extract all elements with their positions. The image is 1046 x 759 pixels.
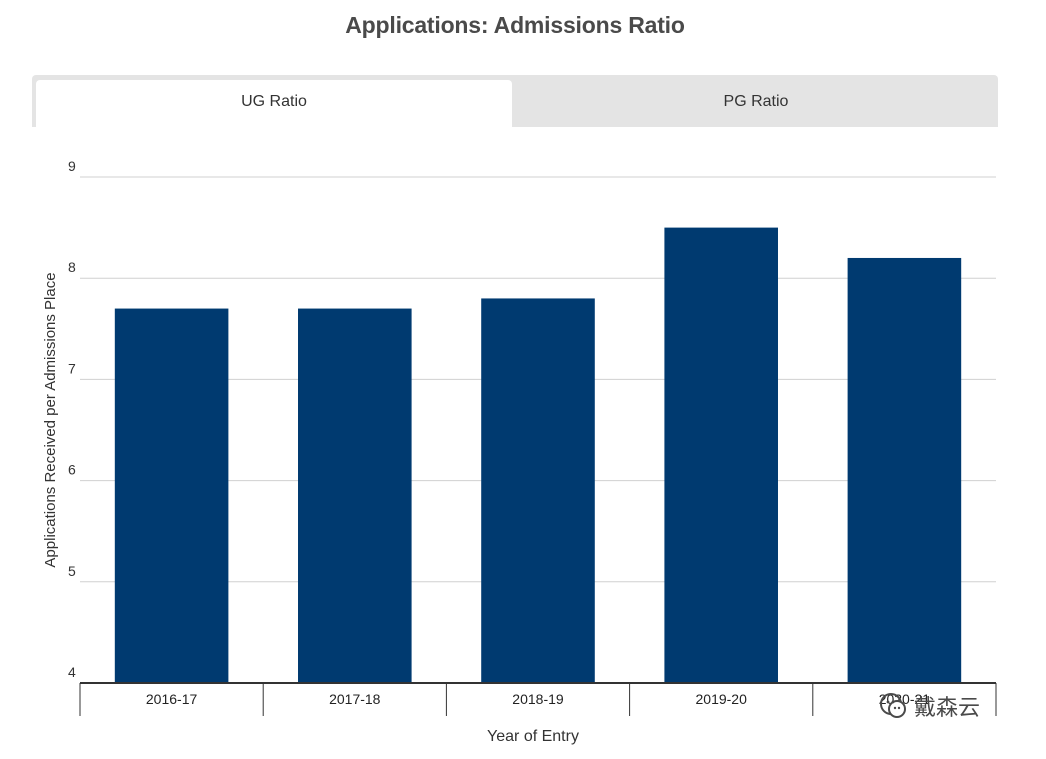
- y-tick-label: 7: [68, 360, 76, 376]
- bar: [481, 298, 595, 683]
- chart-title: Applications: Admissions Ratio: [345, 12, 685, 38]
- chart-area: 4 5 6 7 8 9 2016-17 2017-18 2018-19 2019-20 2020-2…: [0, 127, 1046, 754]
- bar: [298, 308, 412, 683]
- bar: [664, 227, 778, 683]
- y-tick-label: 4: [68, 664, 76, 680]
- tab-ug-ratio[interactable]: UG Ratio: [36, 80, 512, 127]
- x-tick-label: 2016-17: [146, 691, 198, 707]
- watermark-text: 戴森云: [914, 696, 981, 721]
- wechat-icon: [880, 693, 906, 718]
- bar: [114, 308, 229, 683]
- x-tick-label: 2018-19: [512, 691, 564, 707]
- y-tick-label: 9: [68, 158, 76, 174]
- bar: [847, 257, 962, 683]
- y-tick-label: 8: [68, 259, 76, 275]
- x-tick-label: 2017-18: [329, 691, 381, 707]
- y-tick-label: 6: [68, 462, 76, 478]
- x-tick-label: 2019-20: [696, 691, 748, 707]
- ratio-tab-bar: UG Ratio PG Ratio: [32, 75, 998, 127]
- y-axis-title: Applications Received per Admissions Pla…: [42, 272, 59, 567]
- watermark: 戴森云: [878, 688, 1018, 724]
- tab-pg-ratio[interactable]: PG Ratio: [723, 93, 789, 110]
- y-tick-label: 5: [68, 563, 76, 579]
- x-axis-title: Year of Entry: [487, 728, 579, 745]
